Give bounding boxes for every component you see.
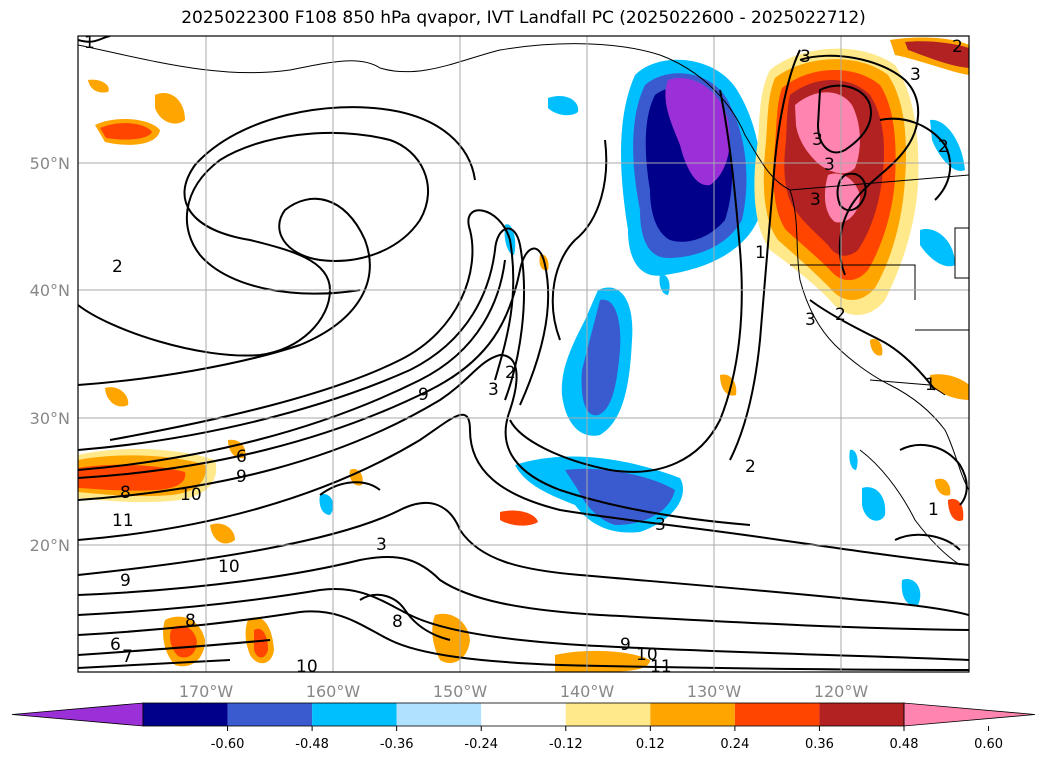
contour-label: 1 [928,500,939,520]
colorbar-segment [650,703,735,726]
colorbar-segment [227,703,313,726]
contour-label: 8 [120,483,131,503]
lat-label: 30°N [30,409,70,428]
contour-label: 2 [505,363,516,383]
colorbar: -0.60 -0.48 -0.36 -0.24 -0.12 0.12 0.24 0.36 0.4… [11,702,1036,752]
colorbar-border [142,702,905,727]
longitude-labels: 170°W 160°W 150°W 140°W 130°W 120°W [179,682,869,701]
colorbar-label: 0.36 [805,737,834,752]
contour-label: 10 [296,657,318,677]
contour-label: 3 [810,190,821,210]
lat-label: 50°N [30,154,70,173]
colorbar-segment [312,703,397,726]
contour-label: 3 [655,515,666,535]
colorbar-label: 0.24 [720,737,749,752]
contour-label: 1 [755,243,766,263]
contour-label: 3 [376,535,387,555]
contour-label: 1 [925,375,936,395]
contour-label: 2 [952,37,963,57]
lon-label: 170°W [179,682,234,701]
latitude-labels: 50°N 40°N 30°N 20°N [30,154,70,555]
colorbar-segment [396,703,482,726]
lon-label: 140°W [560,682,615,701]
contour-label: 8 [392,612,403,632]
colorbar-label: -0.24 [464,737,498,752]
contour-label: 3 [824,155,835,175]
colorbar-extend-high [903,702,1036,727]
colorbar-segment [819,703,904,726]
contour-label: 8 [185,611,196,631]
colorbar-label: -0.36 [380,737,414,752]
lon-label: 130°W [687,682,742,701]
colorbar-label: -0.60 [211,737,245,752]
colorbar-label: -0.12 [549,737,583,752]
lat-label: 40°N [30,281,70,300]
colorbar-label: 0.12 [636,737,665,752]
contour-label: 9 [120,571,131,591]
colorbar-extend-low [11,702,144,727]
colorbar-label: -0.48 [295,737,329,752]
contour-label: 6 [236,447,247,467]
contour-label: 10 [636,645,658,665]
gridlines [78,36,969,672]
contour-label: 2 [745,457,756,477]
contour-label: 3 [805,310,816,330]
contour-label: 7 [122,647,133,667]
contour-label: 9 [620,635,631,655]
contour-label: 3 [800,47,811,67]
colorbar-label: 0.48 [890,737,919,752]
contour-lines [78,36,969,671]
lon-label: 160°W [306,682,361,701]
colorbar-segment [565,703,651,726]
lat-label: 20°N [30,536,70,555]
contour-label: 1 [84,33,95,53]
contour-label: 3 [910,65,921,85]
map-content: 2 3 3 3 3 3 2 3 9 6 9 8 10 11 10 9 6 7 8… [78,33,969,677]
contour-label: 10 [180,485,202,505]
colorbar-segment [734,703,820,726]
lon-label: 150°W [433,682,488,701]
contour-label: 9 [418,385,429,405]
contour-label: 3 [812,130,823,150]
coastlines [78,43,969,566]
contour-label: 11 [112,511,134,531]
contour-label: 2 [835,305,846,325]
colorbar-segment [481,703,566,726]
contour-label: 11 [650,657,672,677]
contour-label: 3 [488,380,499,400]
positive-anomaly-fills [78,37,969,672]
contour-label: 10 [218,557,240,577]
contour-label: 6 [110,635,121,655]
contour-label: 2 [938,137,949,157]
lon-label: 120°W [814,682,869,701]
contour-labels: 2 3 3 3 3 3 2 3 9 6 9 8 10 11 10 9 6 7 8… [84,33,963,677]
contour-label: 9 [236,467,247,487]
negative-anomaly-fills [319,59,965,606]
map-title: 2025022300 F108 850 hPa qvapor, IVT Land… [181,8,866,28]
map-border [77,35,970,673]
colorbar-segment [143,703,228,726]
contour-label: 2 [112,257,123,277]
colorbar-label: 0.60 [974,737,1003,752]
